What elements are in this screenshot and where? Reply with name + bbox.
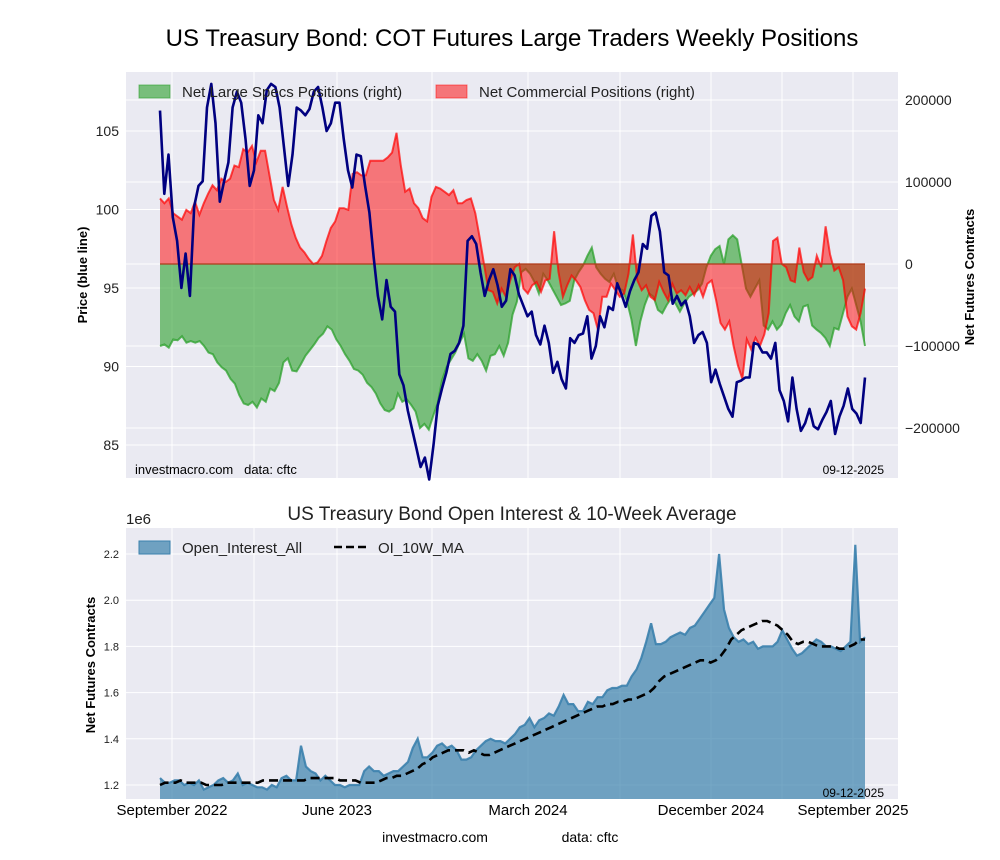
price-tick-label: 100 xyxy=(96,202,120,218)
legend-swatch-large-specs xyxy=(138,84,171,99)
positions-legend: Net Large Specs Positions (right) Net Co… xyxy=(138,84,695,101)
net-contracts-axis-label: Net Futures Contracts xyxy=(962,209,977,346)
price-axis-ticks: 85 90 95 100 105 xyxy=(96,123,120,453)
date-tick-label: December 2024 xyxy=(658,802,765,819)
contracts-tick-label: 100000 xyxy=(905,174,952,190)
date-tick-label: September 2022 xyxy=(117,802,228,819)
moving-average-group xyxy=(159,619,865,787)
legend-swatch-open-interest xyxy=(138,540,171,555)
positions-gridlines xyxy=(126,72,898,478)
price-tick-label: 105 xyxy=(96,123,120,139)
price-line-group xyxy=(158,82,867,481)
legend-label-moving-average: OI_10W_MA xyxy=(378,540,464,557)
open-interest-axis-label: Net Futures Contracts xyxy=(83,597,98,734)
legend-label-large-specs: Net Large Specs Positions (right) xyxy=(182,84,402,101)
open-interest-line xyxy=(159,544,866,792)
date-tick-label: March 2024 xyxy=(488,802,567,819)
source-annotation: investmacro.com data: cftc xyxy=(135,462,297,477)
date-axis-ticks: September 2022 June 2023 March 2024 Decembe… xyxy=(117,802,909,819)
price-tick-label: 90 xyxy=(103,359,119,375)
footer-source: investmacro.com xyxy=(382,829,488,845)
positions-panel: 85 90 95 100 105 −200000 −100000 0 100000 200000… xyxy=(75,72,977,481)
open-interest-tick-label: 2.0 xyxy=(104,595,119,607)
price-line xyxy=(158,82,867,481)
contracts-tick-label: 0 xyxy=(905,256,913,272)
moving-average-line xyxy=(159,619,865,787)
legend-swatch-commercial xyxy=(435,84,468,99)
open-interest-date-annotation: 09-12-2025 xyxy=(823,786,885,800)
open-interest-legend: Open_Interest_All OI_10W_MA xyxy=(138,540,464,557)
price-axis-label: Price (blue line) xyxy=(75,227,90,324)
open-interest-title: US Treasury Bond Open Interest & 10-Week… xyxy=(287,504,736,525)
open-interest-area xyxy=(160,544,865,799)
contracts-tick-label: −200000 xyxy=(905,420,960,436)
open-interest-tick-label: 1.6 xyxy=(104,688,119,700)
footer-data-credit: data: cftc xyxy=(562,829,619,845)
price-tick-label: 85 xyxy=(103,437,119,453)
date-tick-label: June 2023 xyxy=(302,802,372,819)
y-offset-label: 1e6 xyxy=(126,511,151,528)
legend-label-commercial: Net Commercial Positions (right) xyxy=(479,84,695,101)
open-interest-panel: 1.2 1.4 1.6 1.8 2.0 2.2 September 2022 June 20… xyxy=(83,528,908,819)
net-contracts-axis-ticks: −200000 −100000 0 100000 200000 xyxy=(905,92,960,436)
contracts-tick-label: 200000 xyxy=(905,92,952,108)
price-tick-label: 95 xyxy=(103,280,119,296)
open-interest-tick-label: 1.4 xyxy=(104,734,119,746)
open-interest-tick-label: 2.2 xyxy=(104,549,119,561)
date-tick-label: September 2025 xyxy=(798,802,909,819)
open-interest-tick-label: 1.8 xyxy=(104,641,119,653)
open-interest-tick-label: 1.2 xyxy=(104,780,119,792)
open-interest-area-group xyxy=(159,544,866,799)
legend-label-open-interest: Open_Interest_All xyxy=(182,540,302,557)
commercial-area xyxy=(160,132,865,379)
contracts-tick-label: −100000 xyxy=(905,338,960,354)
date-annotation: 09-12-2025 xyxy=(823,463,885,477)
main-title: US Treasury Bond: COT Futures Large Trad… xyxy=(166,25,859,52)
open-interest-axis-ticks: 1.2 1.4 1.6 1.8 2.0 2.2 xyxy=(104,549,119,792)
